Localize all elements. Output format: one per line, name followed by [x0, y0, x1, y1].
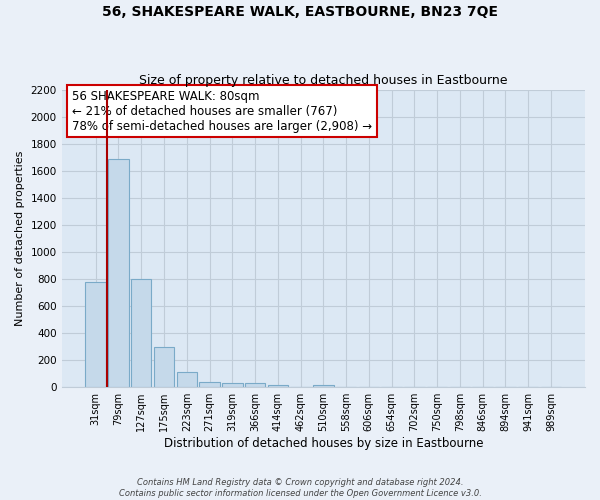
X-axis label: Distribution of detached houses by size in Eastbourne: Distribution of detached houses by size …: [164, 437, 483, 450]
Bar: [268, 384, 288, 387]
Bar: [222, 383, 242, 387]
Bar: [313, 384, 334, 387]
Bar: [154, 346, 174, 387]
Bar: [245, 383, 265, 387]
Text: 56 SHAKESPEARE WALK: 80sqm
← 21% of detached houses are smaller (767)
78% of sem: 56 SHAKESPEARE WALK: 80sqm ← 21% of deta…: [72, 90, 372, 132]
Bar: [85, 282, 106, 387]
Title: Size of property relative to detached houses in Eastbourne: Size of property relative to detached ho…: [139, 74, 508, 87]
Text: 56, SHAKESPEARE WALK, EASTBOURNE, BN23 7QE: 56, SHAKESPEARE WALK, EASTBOURNE, BN23 7…: [102, 5, 498, 19]
Bar: [176, 372, 197, 387]
Bar: [199, 382, 220, 387]
Bar: [108, 158, 129, 387]
Bar: [131, 279, 151, 387]
Y-axis label: Number of detached properties: Number of detached properties: [15, 150, 25, 326]
Text: Contains HM Land Registry data © Crown copyright and database right 2024.
Contai: Contains HM Land Registry data © Crown c…: [119, 478, 481, 498]
